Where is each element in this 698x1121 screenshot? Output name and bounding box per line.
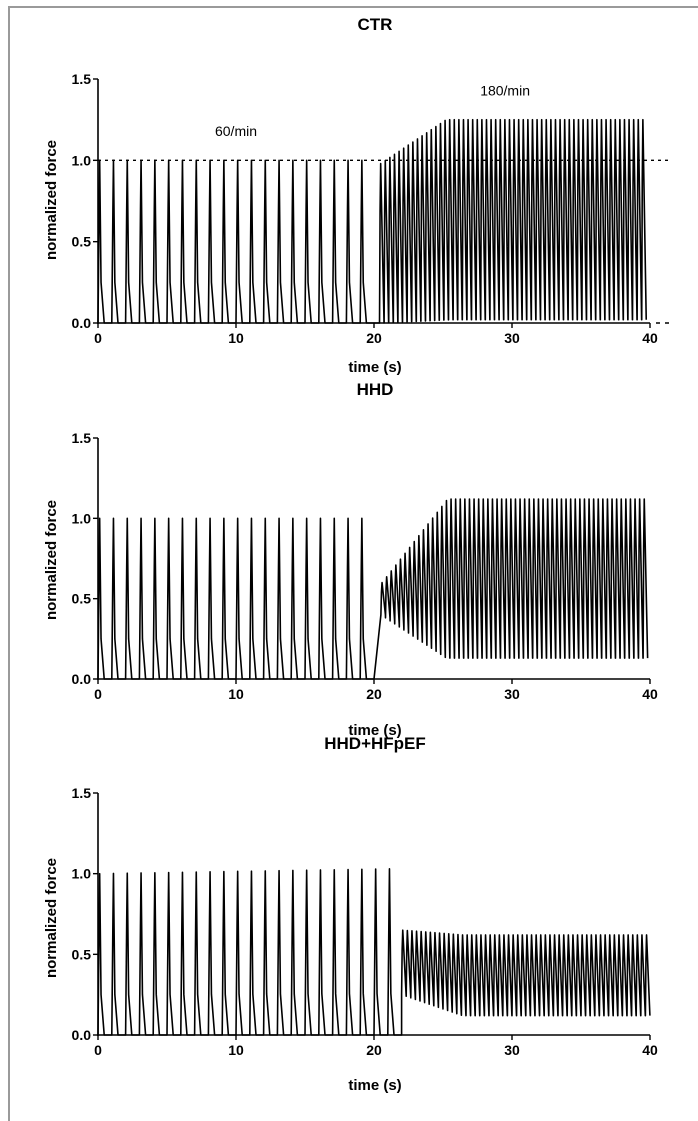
chart-panel-hhd-hfpef: HHD+HFpEF time (s) normalized force 0.00… — [43, 734, 658, 1094]
y-tick-label: 1.5 — [72, 71, 92, 87]
x-tick-label: 0 — [94, 686, 102, 702]
x-axis-label: time (s) — [348, 1077, 401, 1094]
x-axis-label: time (s) — [348, 359, 401, 376]
x-tick-label: 40 — [642, 686, 658, 702]
y-tick-label: 1.5 — [72, 785, 92, 801]
y-tick-label: 1.0 — [72, 510, 92, 526]
force-trace — [98, 499, 648, 679]
y-tick-label: 1.0 — [72, 866, 92, 882]
annotation-text: 180/min — [480, 82, 530, 98]
y-axis-label: normalized force — [43, 140, 60, 260]
x-tick-label: 20 — [366, 330, 382, 346]
x-tick-label: 10 — [228, 686, 244, 702]
y-tick-label: 0.5 — [72, 234, 92, 250]
x-tick-label: 30 — [504, 330, 520, 346]
y-tick-label: 1.0 — [72, 152, 92, 168]
y-tick-label: 0.0 — [72, 315, 92, 331]
x-tick-label: 20 — [366, 686, 382, 702]
force-trace — [98, 869, 650, 1035]
y-tick-label: 0.0 — [72, 671, 92, 687]
chart-panel-hhd: HHD time (s) normalized force 0.00.51.01… — [43, 380, 658, 739]
x-tick-label: 10 — [228, 1042, 244, 1058]
x-tick-label: 0 — [94, 330, 102, 346]
y-tick-label: 0.5 — [72, 591, 92, 607]
chart-panel-ctr: CTR time (s) normalized force 0.0 0.5 1.0 1… — [43, 15, 672, 376]
x-tick-label: 30 — [504, 1042, 520, 1058]
force-trace — [98, 120, 646, 323]
x-tick-label: 0 — [94, 1042, 102, 1058]
y-tick-label: 0.5 — [72, 946, 92, 962]
x-tick-label: 40 — [642, 330, 658, 346]
annotation-text: 60/min — [215, 123, 257, 139]
x-tick-label: 20 — [366, 1042, 382, 1058]
y-tick-label: 1.5 — [72, 430, 92, 446]
x-tick-label: 40 — [642, 1042, 658, 1058]
chart-title: HHD — [357, 380, 394, 399]
y-axis-label: normalized force — [43, 500, 60, 620]
y-tick-label: 0.0 — [72, 1027, 92, 1043]
chart-title: CTR — [358, 15, 393, 34]
y-axis-label: normalized force — [43, 858, 60, 978]
x-tick-label: 30 — [504, 686, 520, 702]
chart-title: HHD+HFpEF — [324, 734, 426, 753]
x-tick-label: 10 — [228, 330, 244, 346]
